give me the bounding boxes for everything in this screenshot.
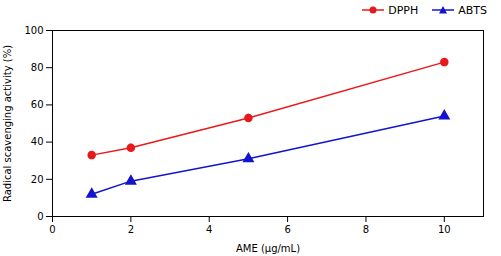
svg-text:20: 20 bbox=[31, 174, 44, 185]
svg-text:0: 0 bbox=[37, 211, 43, 222]
svg-text:AME (μg/mL): AME (μg/mL) bbox=[236, 243, 300, 254]
svg-text:4: 4 bbox=[206, 224, 212, 235]
svg-text:80: 80 bbox=[31, 62, 44, 73]
svg-text:60: 60 bbox=[31, 99, 44, 110]
html-text:ABTS: ABTS bbox=[458, 3, 487, 17]
svg-text:2: 2 bbox=[128, 224, 134, 235]
svg-text:8: 8 bbox=[363, 224, 369, 235]
svg-text:0: 0 bbox=[49, 224, 55, 235]
svg-text:6: 6 bbox=[284, 224, 290, 235]
svg-text:100: 100 bbox=[24, 25, 43, 36]
html-text:DPPH: DPPH bbox=[388, 3, 419, 17]
svg-text:40: 40 bbox=[31, 136, 44, 147]
svg-text:10: 10 bbox=[438, 224, 451, 235]
svg-text:Radical scavenging activity (%: Radical scavenging activity (%) bbox=[2, 45, 13, 202]
